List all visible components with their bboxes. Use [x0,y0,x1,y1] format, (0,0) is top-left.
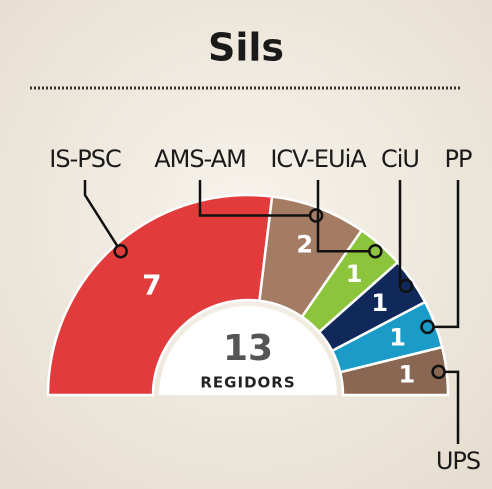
chart-title: Sils [208,26,284,70]
leader-dot [431,364,446,380]
leader-dot [420,319,435,335]
legend-label: CiU [381,145,419,173]
value-label: 1 [346,260,363,288]
value-label: 2 [296,230,313,258]
leader-line [316,180,376,253]
legend-label: ICV-EUiA [270,145,367,173]
value-label: 1 [371,289,388,317]
leader-dot [368,244,383,259]
leader-line [198,180,317,217]
hub [159,306,337,395]
total-label: REGIDORS [200,374,295,392]
legend-label: AMS-AM [154,145,246,173]
segment [46,193,274,397]
value-label: 1 [398,361,415,389]
leader-line [427,180,460,329]
leader-line [83,180,122,252]
segment [338,345,450,397]
value-label: 7 [142,268,161,301]
value-label: 1 [389,323,406,351]
leader-dot [113,244,128,259]
total: 13 [223,328,273,369]
leader-dot [398,278,414,294]
legend-label: IS-PSC [49,145,121,173]
legend-label: UPS [436,447,480,475]
leader-dot [308,208,324,223]
legend-label: PP [445,145,472,173]
